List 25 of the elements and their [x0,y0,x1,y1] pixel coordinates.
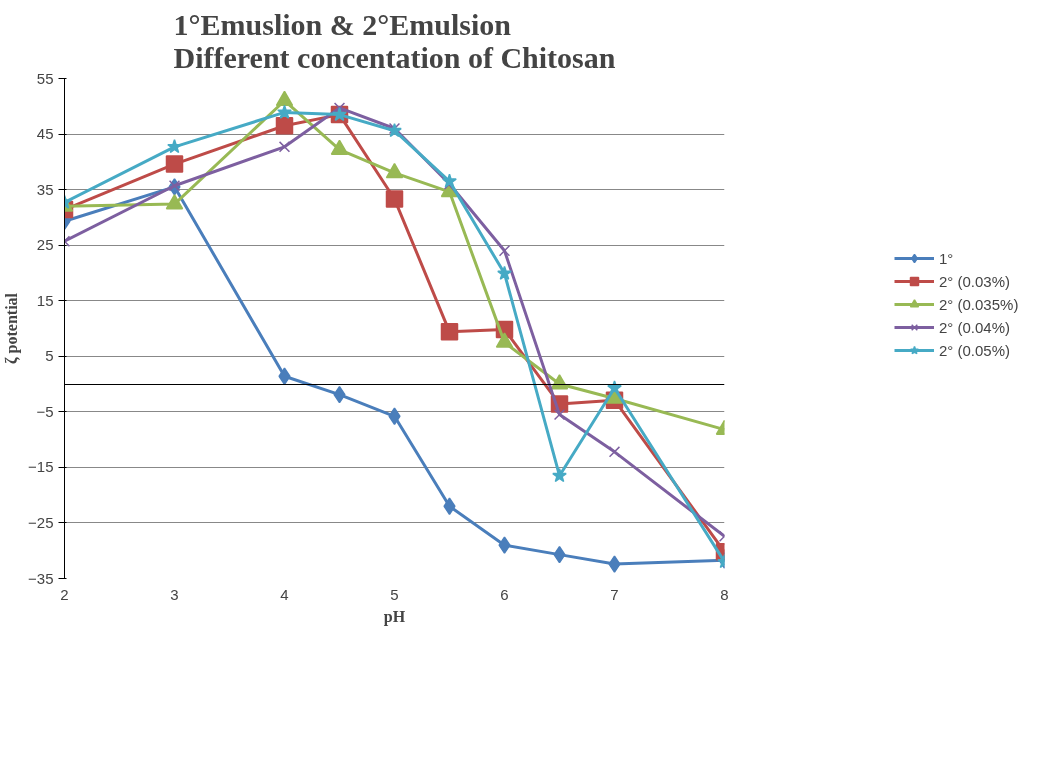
chart-title: 1°Emuslion & 2°Emulsion Different concentation of Chitosan [173,7,616,74]
y-tick-label: −25 [28,513,54,531]
x-tick-label: 3 [170,585,179,603]
y-tick-label: 55 [36,69,54,87]
x-tick-label: 7 [610,585,619,603]
y-tick-label: −5 [36,402,54,420]
y-tick-label: −15 [28,458,54,476]
x-tick-label: 6 [500,585,509,603]
x-tick-label: 8 [720,585,729,603]
x-tick-label: 2 [60,585,69,603]
y-tick-label: 35 [36,180,54,198]
x-tick-label: 5 [390,585,399,603]
legend-label: 2° (0.04%) [939,318,1011,336]
legend-label: 2° (0.03%) [939,272,1011,290]
y-tick-label: 25 [36,236,54,254]
legend-label: 1° [939,249,955,267]
legend-label: 2° (0.035%) [939,295,1019,313]
y-axis-title: ζ potential [3,292,22,365]
x-axis-title: pH [383,607,406,626]
y-tick-label: 45 [36,125,54,143]
x-tick-label: 4 [280,585,289,603]
y-tick-label: 5 [45,347,54,365]
y-tick-label: −35 [28,569,54,587]
y-tick-label: 15 [36,291,54,309]
legend-label: 2° (0.05%) [939,341,1011,359]
